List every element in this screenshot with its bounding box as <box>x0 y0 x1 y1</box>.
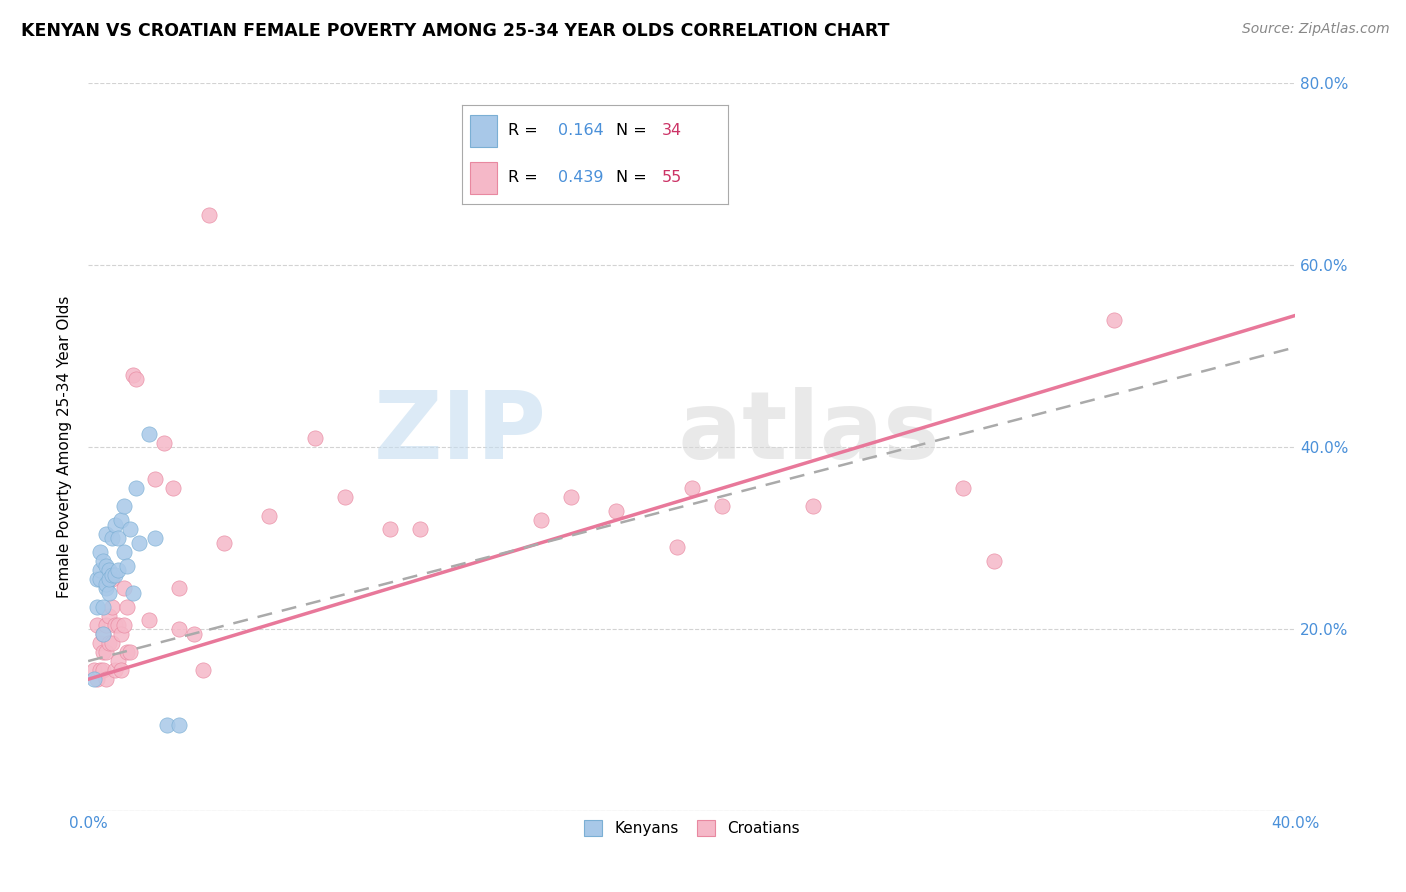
Point <box>91 627 114 641</box>
Text: Source: ZipAtlas.com: Source: ZipAtlas.com <box>1241 22 1389 37</box>
Point <box>101 567 124 582</box>
Point <box>83 663 105 677</box>
Point <box>89 663 111 677</box>
Point <box>98 563 121 577</box>
Point <box>107 531 129 545</box>
Point <box>98 572 121 586</box>
Point <box>191 663 214 677</box>
Point <box>96 645 118 659</box>
Text: ZIP: ZIP <box>374 387 547 479</box>
Y-axis label: Female Poverty Among 25-34 Year Olds: Female Poverty Among 25-34 Year Olds <box>58 296 72 599</box>
Point <box>112 582 135 596</box>
Point <box>98 586 121 600</box>
Point <box>86 617 108 632</box>
Point <box>167 718 190 732</box>
Point <box>120 522 142 536</box>
Point <box>112 500 135 514</box>
Point <box>605 504 627 518</box>
Point <box>122 368 145 382</box>
Point <box>89 563 111 577</box>
Point <box>91 627 114 641</box>
Point <box>125 481 148 495</box>
Point <box>128 536 150 550</box>
Point <box>117 599 139 614</box>
Point <box>110 663 132 677</box>
Point <box>665 541 688 555</box>
Point <box>112 617 135 632</box>
Point <box>86 673 108 687</box>
Point <box>198 208 221 222</box>
Point <box>96 558 118 573</box>
Point <box>101 599 124 614</box>
Point <box>110 513 132 527</box>
Point <box>104 567 127 582</box>
Point <box>801 500 824 514</box>
Point <box>98 572 121 586</box>
Point <box>152 435 174 450</box>
Point <box>378 522 401 536</box>
Point <box>91 645 114 659</box>
Point <box>101 531 124 545</box>
Point <box>104 517 127 532</box>
Point <box>333 491 356 505</box>
Point <box>110 627 132 641</box>
Point <box>101 572 124 586</box>
Point <box>711 500 734 514</box>
Point <box>96 576 118 591</box>
Text: atlas: atlas <box>547 387 939 479</box>
Point <box>257 508 280 523</box>
Point <box>125 372 148 386</box>
Point <box>681 481 703 495</box>
Point <box>143 472 166 486</box>
Point <box>91 663 114 677</box>
Point <box>560 491 582 505</box>
Point <box>117 645 139 659</box>
Point <box>952 481 974 495</box>
Point <box>89 545 111 559</box>
Point <box>91 599 114 614</box>
Point <box>212 536 235 550</box>
Point <box>530 513 553 527</box>
Point <box>1104 313 1126 327</box>
Point <box>107 617 129 632</box>
Point <box>104 617 127 632</box>
Point <box>96 526 118 541</box>
Point <box>89 572 111 586</box>
Point <box>96 582 118 596</box>
Point <box>117 558 139 573</box>
Point <box>89 636 111 650</box>
Point <box>409 522 432 536</box>
Point <box>143 531 166 545</box>
Point <box>120 645 142 659</box>
Point <box>183 627 205 641</box>
Point <box>156 718 179 732</box>
Point <box>304 431 326 445</box>
Point <box>983 554 1005 568</box>
Point <box>162 481 184 495</box>
Point <box>138 426 160 441</box>
Point <box>91 554 114 568</box>
Point <box>101 636 124 650</box>
Point <box>112 545 135 559</box>
Point <box>83 673 105 687</box>
Point <box>104 663 127 677</box>
Point <box>107 563 129 577</box>
Point <box>96 673 118 687</box>
Point <box>167 582 190 596</box>
Legend: Kenyans, Croatians: Kenyans, Croatians <box>576 813 807 844</box>
Point <box>86 572 108 586</box>
Point <box>122 586 145 600</box>
Text: KENYAN VS CROATIAN FEMALE POVERTY AMONG 25-34 YEAR OLDS CORRELATION CHART: KENYAN VS CROATIAN FEMALE POVERTY AMONG … <box>21 22 890 40</box>
Point <box>138 613 160 627</box>
Point <box>98 608 121 623</box>
Point <box>86 599 108 614</box>
Point <box>98 636 121 650</box>
Point <box>167 622 190 636</box>
Point <box>107 654 129 668</box>
Point <box>96 617 118 632</box>
